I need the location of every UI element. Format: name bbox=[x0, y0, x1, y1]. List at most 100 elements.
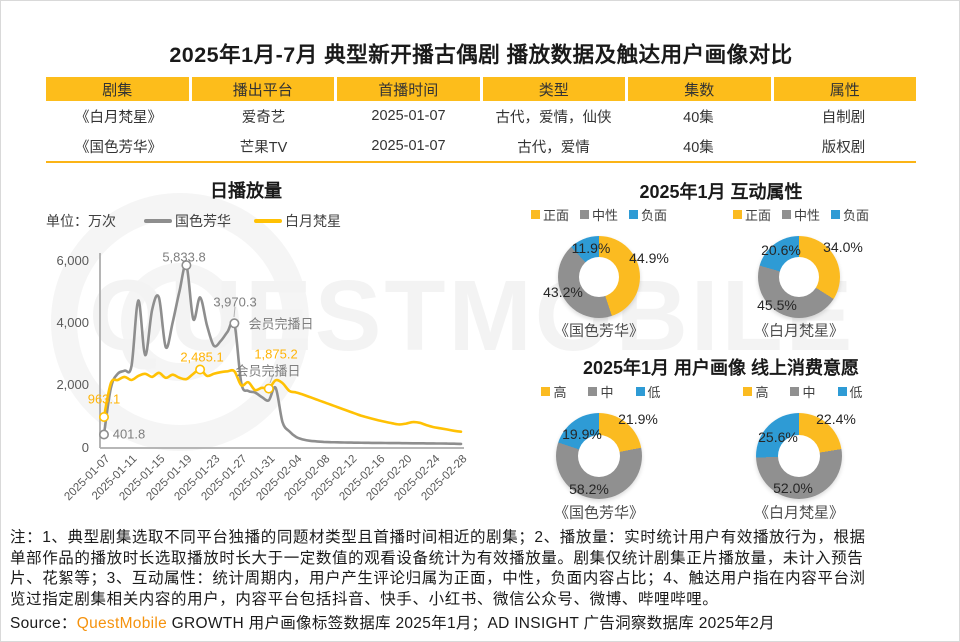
donut-hole bbox=[778, 435, 820, 477]
line-chart-unit-label: 单位：万次 bbox=[46, 213, 116, 229]
yellow-callout-leader-line bbox=[269, 374, 274, 384]
annotation-yellow-finale-note: 会员完播日 bbox=[235, 363, 301, 379]
table-cell: 2025-01-07 bbox=[371, 108, 446, 124]
page-title: 2025年1月-7月 典型新开播古偶剧 播放数据及触达用户画像对比 bbox=[169, 43, 793, 67]
callout-marker bbox=[99, 429, 109, 440]
series-line-白月梵星 bbox=[102, 368, 463, 433]
y-axis-label: 0 bbox=[81, 440, 89, 455]
legend-label: 白月梵星 bbox=[285, 213, 341, 229]
donut-value-label: 45.5% bbox=[757, 297, 797, 313]
annotation-gray-finale-note: 会员完播日 bbox=[248, 316, 314, 332]
line-chart-legend: 国色芳华 白月梵星 bbox=[144, 211, 341, 231]
consumption-legend-left: 高 中 低 bbox=[511, 382, 691, 401]
interaction-legend-left: 正面 中性 负面 bbox=[509, 205, 689, 224]
watermark-text: QUESTMOBILE bbox=[89, 260, 856, 372]
table-cell: 《白月梵星》 bbox=[75, 109, 162, 126]
donut-hole bbox=[579, 257, 619, 297]
interaction-donut-guosefanghua bbox=[558, 236, 640, 318]
legend-item-guosefanghua: 国色芳华 bbox=[144, 211, 231, 231]
footnote-line: 单部作品的播放时长选取播放时长大于一定数值的观看设备统计为有效播放量。剧集仅统计… bbox=[10, 549, 864, 567]
table-cell: 爱奇艺 bbox=[241, 109, 286, 126]
callout-marker bbox=[229, 318, 240, 329]
legend-label: 低 bbox=[849, 385, 863, 400]
negative-swatch-icon bbox=[629, 210, 638, 219]
legend-item-negative: 负面 bbox=[629, 205, 667, 224]
footnote-line: 览过指定剧集相关内容的用户，内容平台包括抖音、快手、小红书、微信公众号、微博、哔… bbox=[10, 590, 719, 608]
questmobile-brand: QuestMobile bbox=[76, 615, 168, 632]
donut-value-label: 11.9% bbox=[571, 240, 611, 256]
legend-item-high: 高 bbox=[541, 382, 566, 401]
legend-item-low: 低 bbox=[635, 382, 661, 401]
donut-name-label: 《国色芳华》 bbox=[553, 504, 645, 522]
legend-label: 正面 bbox=[542, 208, 569, 223]
neutral-swatch-icon bbox=[579, 210, 589, 219]
consumption-donut-baiyuefanxing bbox=[756, 413, 842, 499]
legend-label: 负面 bbox=[843, 208, 870, 223]
table-bottom-rule bbox=[46, 161, 916, 163]
mid-swatch-icon bbox=[790, 387, 800, 396]
callout-markers bbox=[99, 260, 274, 440]
legend-item-neutral: 中性 bbox=[579, 205, 618, 224]
gray-callout-leader-line bbox=[233, 306, 236, 318]
legend-item-baiyuefanxing: 白月梵星 bbox=[254, 211, 341, 231]
legend-label: 中 bbox=[600, 385, 614, 400]
donut-value-label: 43.2% bbox=[543, 284, 583, 300]
legend-item-mid: 中 bbox=[790, 382, 816, 401]
legend-item-neutral: 中性 bbox=[781, 205, 820, 224]
neutral-swatch-icon bbox=[781, 210, 791, 219]
donut-value-label: 19.9% bbox=[562, 426, 602, 442]
legend-label: 国色芳华 bbox=[175, 213, 231, 229]
table-cell: 古代，爱情 bbox=[517, 139, 590, 156]
table-cell: 自制剧 bbox=[821, 109, 866, 126]
annotation-gray-peak: 5,833.8 bbox=[162, 249, 206, 265]
annotation-yellow-finale: 1,875.2 bbox=[254, 346, 298, 362]
gray-line-swatch-icon bbox=[144, 219, 172, 223]
donut-value-label: 34.0% bbox=[823, 239, 863, 255]
legend-label: 中性 bbox=[793, 208, 820, 223]
legend-label: 正面 bbox=[744, 208, 771, 223]
series-line-国色芳华 bbox=[102, 263, 463, 446]
negative-swatch-icon bbox=[831, 210, 840, 219]
table-row: 《国色芳华》 芒果TV 2025-01-07 古代，爱情 40集 版权剧 bbox=[46, 131, 916, 161]
legend-label: 高 bbox=[553, 385, 567, 400]
high-swatch-icon bbox=[743, 387, 753, 396]
y-axis-label: 2,000 bbox=[56, 377, 89, 392]
table-header-cell: 类型 bbox=[482, 77, 628, 101]
drama-info-table: 剧集 播出平台 首播时间 类型 集数 属性 《白月梵星》 爱奇艺 2025-01… bbox=[46, 77, 916, 163]
legend-item-high: 高 bbox=[743, 382, 768, 401]
positive-swatch-icon bbox=[732, 210, 742, 219]
consumption-section-title: 2025年1月 用户画像 线上消费意愿 bbox=[582, 358, 860, 378]
footnote-line: 片、花絮等；3、互动属性：统计周期内，用户产生评论归属为正面，中性，负面内容占比… bbox=[10, 570, 866, 588]
callout-marker bbox=[263, 383, 274, 394]
low-swatch-icon bbox=[635, 387, 645, 396]
footnote-line: 注：1、典型剧集选取不同平台独播的同题材类型且首播时间相近的剧集；2、播放量：实… bbox=[10, 529, 866, 546]
legend-item-mid: 中 bbox=[588, 382, 614, 401]
y-axis-label: 6,000 bbox=[56, 253, 89, 268]
line-chart-svg bbox=[99, 253, 464, 449]
interaction-donut-baiyuefanxing bbox=[758, 236, 840, 318]
annotation-yellow-peak: 2,485.1 bbox=[180, 349, 224, 365]
line-chart-title: 日播放量 bbox=[210, 181, 282, 201]
annotation-gray-start: 401.8 bbox=[112, 426, 146, 442]
donut-value-label: 21.9% bbox=[618, 411, 658, 427]
table-header-cell: 集数 bbox=[628, 77, 774, 101]
table-header-cell: 首播时间 bbox=[337, 77, 483, 101]
donut-name-label: 《国色芳华》 bbox=[553, 322, 645, 340]
callout-marker bbox=[99, 412, 109, 423]
legend-label: 低 bbox=[647, 385, 661, 400]
interaction-legend-right: 正面 中性 负面 bbox=[711, 205, 891, 224]
table-header-cell: 剧集 bbox=[46, 77, 192, 101]
table-cell: 版权剧 bbox=[821, 139, 866, 156]
mid-swatch-icon bbox=[588, 387, 598, 396]
legend-label: 中 bbox=[802, 385, 816, 400]
donut-name-label: 《白月梵星》 bbox=[753, 504, 845, 522]
callout-marker bbox=[181, 260, 192, 271]
donut-value-label: 22.4% bbox=[816, 411, 856, 427]
donut-value-label: 52.0% bbox=[773, 480, 813, 496]
legend-item-negative: 负面 bbox=[831, 205, 869, 224]
legend-label: 中性 bbox=[591, 208, 618, 223]
interaction-section-title: 2025年1月 互动属性 bbox=[639, 182, 803, 202]
legend-label: 高 bbox=[755, 385, 769, 400]
footnotes: 注：1、典型剧集选取不同平台独播的同题材类型且首播时间相近的剧集；2、播放量：实… bbox=[10, 528, 956, 610]
donut-hole bbox=[779, 257, 819, 297]
